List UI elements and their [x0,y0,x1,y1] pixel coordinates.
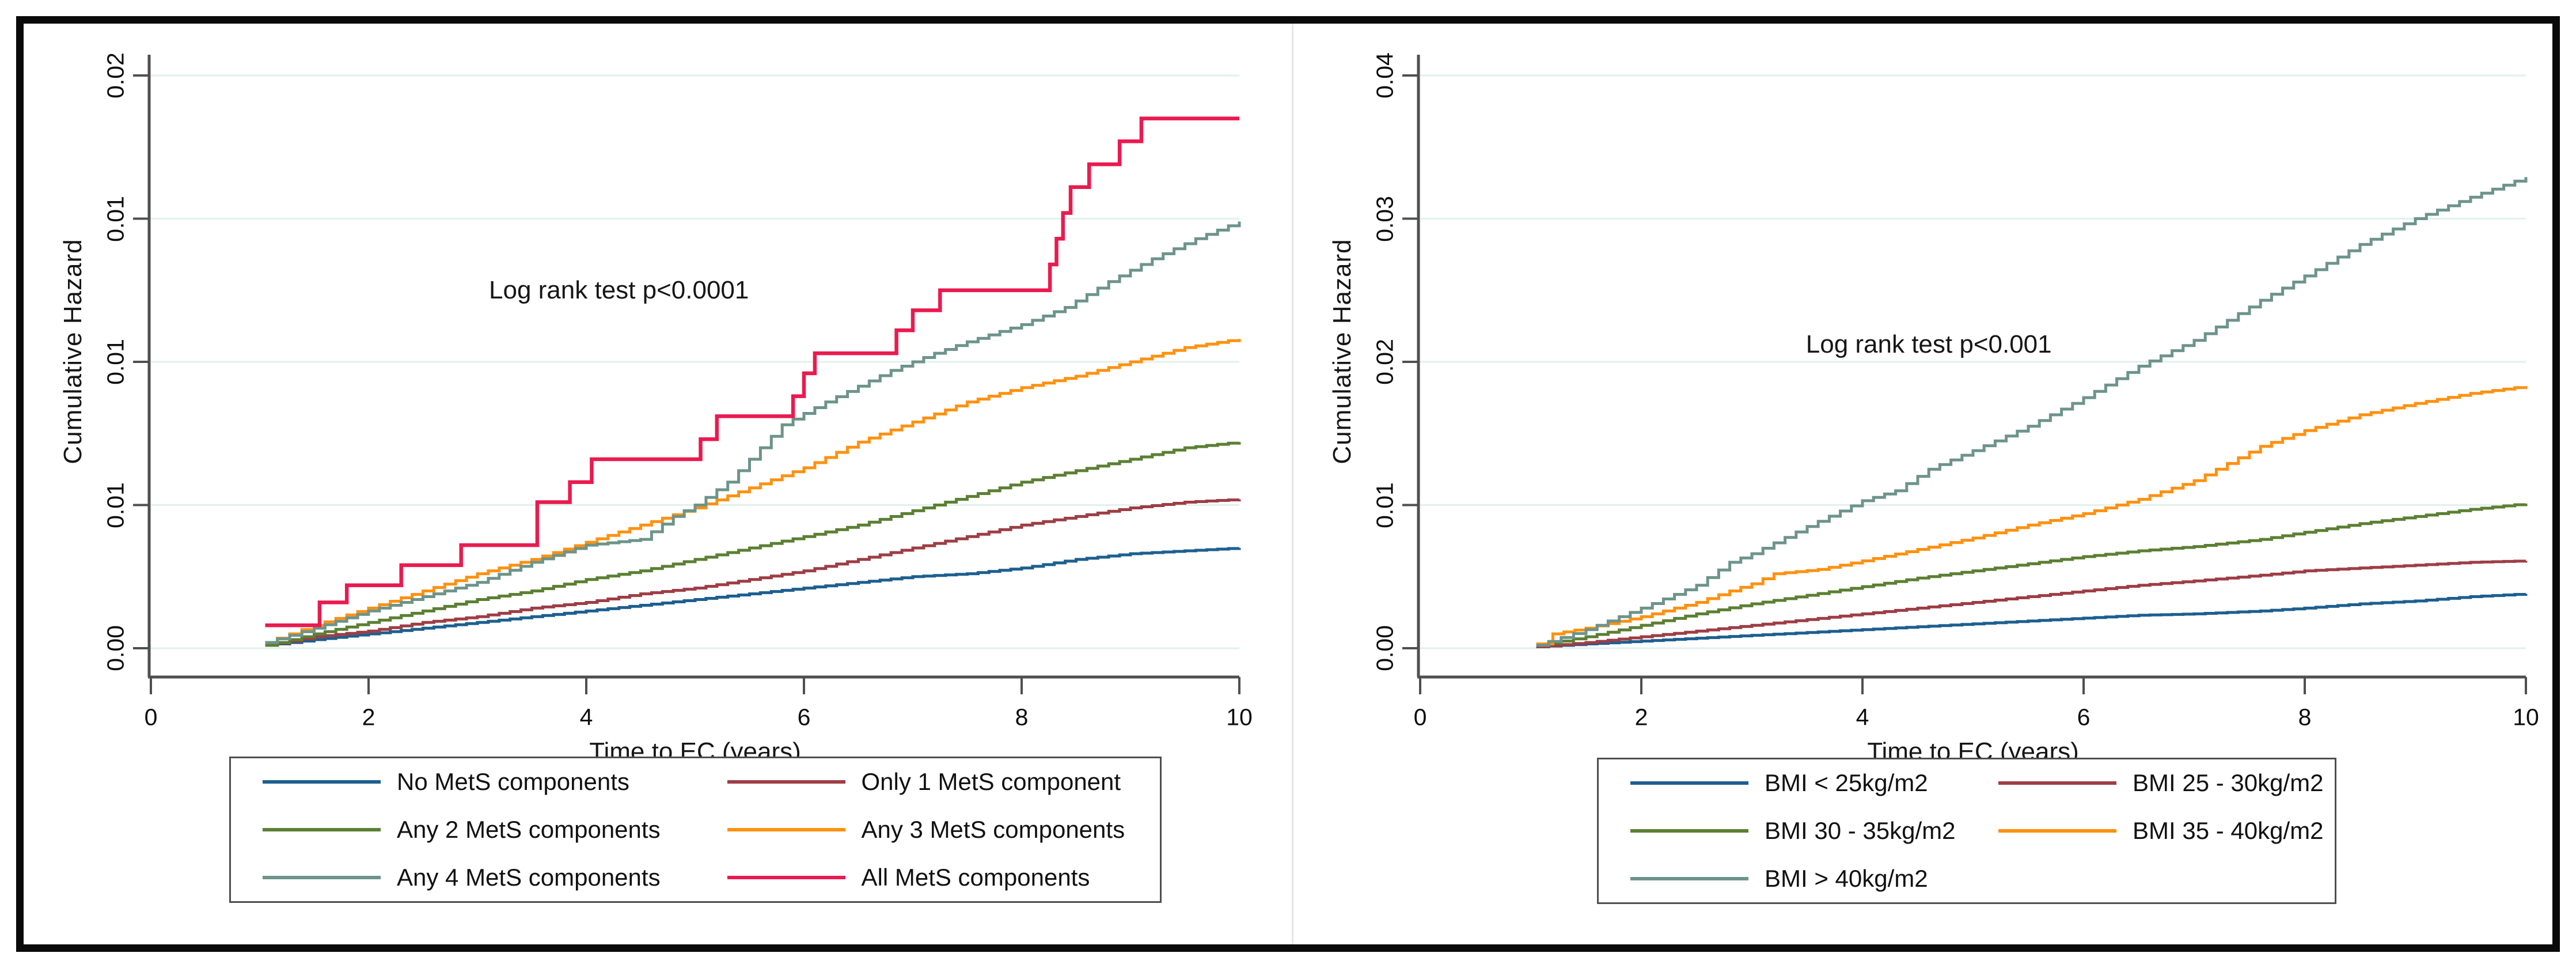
legend-swatch-line [1998,781,2116,785]
y-tick-label: 0.01 [102,482,129,528]
legend-label: BMI 35 - 40kg/m2 [2133,816,2324,844]
y-tick-label: 0.03 [1371,195,1398,242]
plot-area-mets [133,55,1241,694]
plot-area-bmi [1402,55,2528,694]
legend-label: BMI 25 - 30kg/m2 [2133,769,2324,797]
y-tick-label: 0.00 [102,625,129,671]
legend-item: BMI 25 - 30kg/m2 [1967,759,2335,807]
legend-label: No MetS components [397,768,629,796]
x-tick-label: 4 [579,704,593,731]
legend-swatch-line [727,827,845,831]
legend-item: BMI < 25kg/m2 [1599,759,1967,807]
x-tick-label: 8 [1015,704,1029,731]
legend-swatch-line [263,780,381,784]
legend-label: BMI < 25kg/m2 [1765,769,1928,797]
legend-label: Only 1 MetS component [861,768,1121,796]
legend-swatch-line [727,780,845,784]
y-tick-label: 0.01 [1371,482,1398,528]
legend-item: Any 3 MetS components [696,806,1160,854]
legend-label: BMI 30 - 35kg/m2 [1765,816,1956,844]
y-tick-label: 0.02 [102,52,129,99]
series-only-1-mets-component [265,498,1241,647]
panel-divider [1292,24,1293,944]
legend-item: Only 1 MetS component [696,758,1160,806]
x-tick-label: 2 [1634,704,1648,731]
y-axis-title-bmi: Cumulative Hazard [1328,239,1356,464]
legend-label: BMI > 40kg/m2 [1765,864,1928,892]
legend-item: All MetS components [696,853,1160,901]
y-tick-label: 0.01 [102,195,129,242]
legend-item: BMI > 40kg/m2 [1599,854,1967,902]
x-tick-label: 2 [362,704,375,731]
panel-bmi: Cumulative Hazard Time to EC (years) Log… [1328,52,2539,766]
x-tick-label: 10 [2513,704,2539,731]
panel-mets: Cumulative Hazard Time to EC (years) Log… [59,52,1253,766]
legend-swatch-line [263,827,381,831]
legend-swatch-line [1630,829,1748,833]
log-rank-annotation-mets: Log rank test p<0.0001 [489,275,749,304]
legend-swatch-line [263,875,381,879]
legend-swatch-line [1630,781,1748,785]
series-any-2-mets-components [265,441,1241,647]
series-no-mets-components [265,547,1241,647]
legend-swatch-line [1630,876,1748,880]
legend-label: Any 2 MetS components [397,815,661,843]
legend-mets: No MetS components Any 2 MetS components A… [229,757,1162,903]
legend-item: Any 4 MetS components [231,853,696,901]
legend-bmi: BMI < 25kg/m2 BMI 30 - 35kg/m2 BMI > 40kg/… [1597,758,2336,904]
y-tick-label: 0.01 [102,339,129,385]
legend-swatch-line [1998,829,2116,833]
y-axis-title-mets: Cumulative Hazard [59,239,87,464]
series-bmi-30-35kg-m2 [1536,503,2528,647]
legend-item: Any 2 MetS components [231,806,696,854]
series-all-mets-components [265,116,1239,627]
legend-label: Any 3 MetS components [861,815,1125,843]
series-any-3-mets-components [265,339,1241,644]
series-bmi-25kg-m2 [1536,593,2528,648]
y-tick-label: 0.04 [1371,52,1398,99]
series-bmi-25-30kg-m2 [1536,559,2528,648]
x-tick-label: 6 [2077,704,2091,731]
legend-item: BMI 30 - 35kg/m2 [1599,807,1967,855]
x-tick-label: 8 [2298,704,2312,731]
legend-swatch-line [727,875,845,879]
series-any-4-mets-components [265,221,1241,644]
legend-item: BMI 35 - 40kg/m2 [1967,807,2335,855]
y-tick-label: 0.02 [1371,339,1398,385]
x-tick-label: 10 [1226,704,1253,731]
legend-label: Any 4 MetS components [397,863,661,891]
series-bmi-40kg-m2 [1536,177,2528,647]
x-tick-label: 4 [1856,704,1869,731]
legend-item: No MetS components [231,758,696,806]
x-tick-label: 0 [1413,704,1427,731]
log-rank-annotation-bmi: Log rank test p<0.001 [1805,330,2052,359]
x-tick-label: 0 [144,704,158,731]
legend-label: All MetS components [861,863,1090,891]
x-tick-label: 6 [797,704,811,731]
y-tick-label: 0.00 [1371,625,1398,671]
series-bmi-35-40kg-m2 [1536,386,2528,645]
